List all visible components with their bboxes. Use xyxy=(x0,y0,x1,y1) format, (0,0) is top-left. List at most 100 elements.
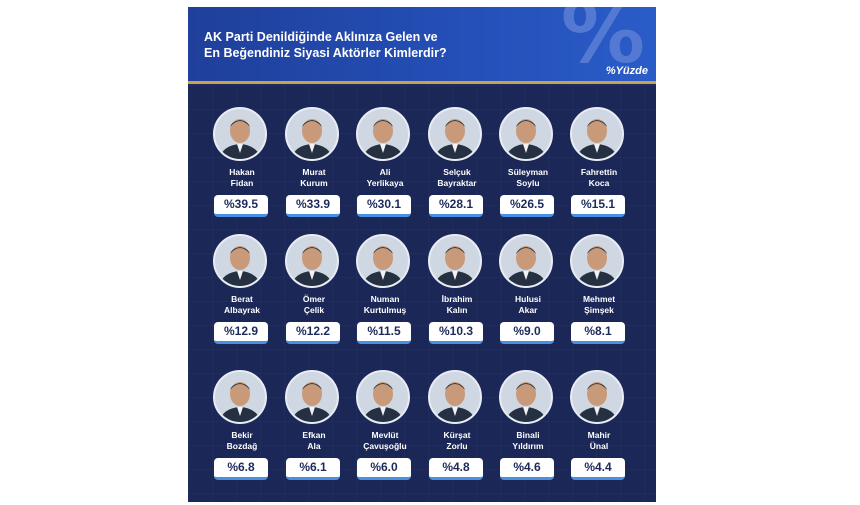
person-first-name: Ali xyxy=(379,167,391,177)
person-card: Mevlüt Çavuşoğlu %6.0 xyxy=(354,370,416,496)
person-name: Selçuk Bayraktar xyxy=(420,167,494,189)
portrait-avatar xyxy=(499,370,553,424)
person-last-name: Bozdağ xyxy=(226,441,258,451)
person-card: Mehmet Şimşek %8.1 xyxy=(568,234,630,360)
person-name: Süleyman Soylu xyxy=(491,167,565,189)
person-name: Ömer Çelik xyxy=(277,294,351,316)
person-name: Kürşat Zorlu xyxy=(420,430,494,452)
person-first-name: Hakan xyxy=(229,167,255,177)
person-first-name: Hulusi xyxy=(515,294,541,304)
percentage-value: %10.3 xyxy=(429,322,483,344)
person-card: Hulusi Akar %9.0 xyxy=(497,234,559,360)
percentage-value: %30.1 xyxy=(357,195,411,217)
portrait-avatar xyxy=(499,107,553,161)
person-card: Mahir Ünal %4.4 xyxy=(568,370,630,496)
person-first-name: Numan xyxy=(370,294,400,304)
person-first-name: Selçuk xyxy=(443,167,471,177)
percentage-value: %33.9 xyxy=(286,195,340,217)
percentage-value: %8.1 xyxy=(571,322,625,344)
person-name: Hulusi Akar xyxy=(491,294,565,316)
percentage-value: %12.2 xyxy=(286,322,340,344)
title-line-1: AK Parti Denildiğinde Aklınıza Gelen ve xyxy=(204,30,438,44)
percentage-value: %4.6 xyxy=(500,458,554,480)
person-last-name: Bayraktar xyxy=(437,178,477,188)
person-last-name: Albayrak xyxy=(224,305,260,315)
person-card: Numan Kurtulmuş %11.5 xyxy=(354,234,416,360)
person-first-name: Murat xyxy=(302,167,326,177)
portrait-avatar xyxy=(570,370,624,424)
person-last-name: Koca xyxy=(588,178,610,188)
person-card: Ömer Çelik %12.2 xyxy=(283,234,345,360)
person-card: Binali Yıldırım %4.6 xyxy=(497,370,559,496)
portrait-avatar xyxy=(285,234,339,288)
percentage-value: %39.5 xyxy=(214,195,268,217)
accent-divider xyxy=(188,81,656,84)
person-first-name: Mevlüt xyxy=(371,430,399,440)
percentage-value: %4.4 xyxy=(571,458,625,480)
person-card: Efkan Ala %6.1 xyxy=(283,370,345,496)
person-card: Kürşat Zorlu %4.8 xyxy=(426,370,488,496)
person-name: Efkan Ala xyxy=(277,430,351,452)
person-name: Hakan Fidan xyxy=(205,167,279,189)
person-last-name: Şimşek xyxy=(584,305,614,315)
person-name: İbrahim Kalın xyxy=(420,294,494,316)
person-card: Süleyman Soylu %26.5 xyxy=(497,107,559,233)
person-card: Selçuk Bayraktar %28.1 xyxy=(426,107,488,233)
person-last-name: Çelik xyxy=(303,305,325,315)
person-card: Hakan Fidan %39.5 xyxy=(211,107,273,233)
chart-title: AK Parti Denildiğinde Aklınıza Gelen ve … xyxy=(204,29,524,61)
people-grid: Hakan Fidan %39.5 Murat Kurum %33.9 Ali Yerlika… xyxy=(188,85,656,502)
unit-label: %Yüzde xyxy=(605,65,648,77)
person-first-name: Binali xyxy=(516,430,540,440)
percentage-value: %12.9 xyxy=(214,322,268,344)
portrait-avatar xyxy=(499,234,553,288)
person-last-name: Çavuşoğlu xyxy=(363,441,407,451)
percentage-value: %6.1 xyxy=(286,458,340,480)
person-first-name: Ömer xyxy=(302,294,326,304)
percentage-value: %26.5 xyxy=(500,195,554,217)
percentage-value: %15.1 xyxy=(571,195,625,217)
portrait-avatar xyxy=(356,107,410,161)
portrait-avatar xyxy=(570,107,624,161)
person-first-name: Kürşat xyxy=(443,430,471,440)
portrait-avatar xyxy=(213,234,267,288)
person-name: Mahir Ünal xyxy=(562,430,636,452)
person-last-name: Yıldırım xyxy=(512,441,544,451)
person-last-name: Kalın xyxy=(446,305,468,315)
person-card: Berat Albayrak %12.9 xyxy=(211,234,273,360)
portrait-avatar xyxy=(213,370,267,424)
person-card: Ali Yerlikaya %30.1 xyxy=(354,107,416,233)
portrait-avatar xyxy=(428,107,482,161)
person-name: Mehmet Şimşek xyxy=(562,294,636,316)
portrait-avatar xyxy=(428,234,482,288)
person-first-name: Süleyman xyxy=(507,167,549,177)
person-last-name: Ala xyxy=(307,441,321,451)
percent-icon: % xyxy=(560,7,646,82)
person-card: İbrahim Kalın %10.3 xyxy=(426,234,488,360)
person-last-name: Soylu xyxy=(516,178,540,188)
percentage-value: %6.8 xyxy=(214,458,268,480)
person-card: Murat Kurum %33.9 xyxy=(283,107,345,233)
person-last-name: Yerlikaya xyxy=(366,178,404,188)
person-last-name: Fidan xyxy=(230,178,254,188)
person-first-name: Fahrettin xyxy=(580,167,618,177)
person-last-name: Ünal xyxy=(589,441,609,451)
person-name: Murat Kurum xyxy=(277,167,351,189)
person-first-name: İbrahim xyxy=(441,294,473,304)
person-name: Numan Kurtulmuş xyxy=(348,294,422,316)
person-first-name: Efkan xyxy=(302,430,326,440)
person-last-name: Zorlu xyxy=(446,441,468,451)
person-first-name: Bekir xyxy=(231,430,253,440)
person-name: Berat Albayrak xyxy=(205,294,279,316)
person-name: Fahrettin Koca xyxy=(562,167,636,189)
portrait-avatar xyxy=(285,370,339,424)
person-last-name: Akar xyxy=(518,305,538,315)
infographic-card: AK Parti Denildiğinde Aklınıza Gelen ve … xyxy=(188,7,656,502)
person-card: Fahrettin Koca %15.1 xyxy=(568,107,630,233)
portrait-avatar xyxy=(213,107,267,161)
portrait-avatar xyxy=(285,107,339,161)
person-name: Mevlüt Çavuşoğlu xyxy=(348,430,422,452)
header-banner: AK Parti Denildiğinde Aklınıza Gelen ve … xyxy=(188,7,656,83)
title-line-2: En Beğendiniz Siyasi Aktörler Kimlerdir? xyxy=(204,46,447,60)
percentage-value: %9.0 xyxy=(500,322,554,344)
